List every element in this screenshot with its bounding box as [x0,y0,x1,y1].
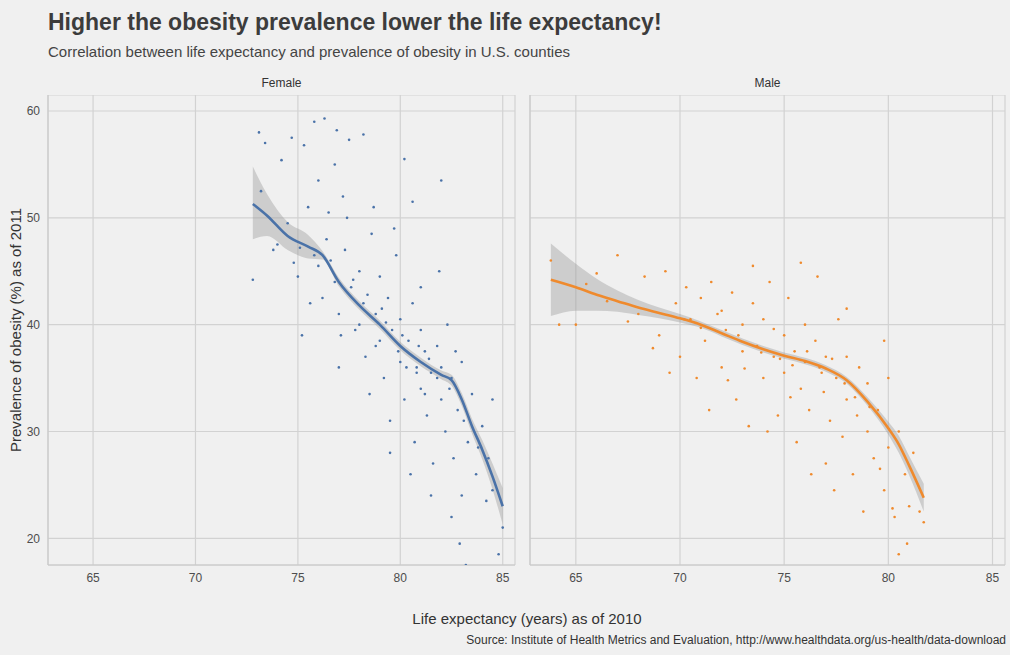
svg-text:75: 75 [291,571,305,585]
html-text:Life expectancy (years) as of: Life expectancy (years) as of 2010 [412,610,642,627]
html-text:Female: Female [261,76,302,90]
html-text:Correlation between life expec: Correlation between life expectancy and … [48,43,570,60]
svg-text:50: 50 [27,211,41,225]
svg-text:70: 70 [673,571,687,585]
svg-text:70: 70 [189,571,203,585]
svg-text:65: 65 [86,571,100,585]
svg-text:60: 60 [27,104,41,118]
svg-text:65: 65 [569,571,583,585]
svg-text:30: 30 [27,425,41,439]
html-text:Source: Institute of Health Me: Source: Institute of Health Metrics and … [466,633,1006,647]
svg-text:40: 40 [27,318,41,332]
svg-text:20: 20 [27,532,41,546]
svg-text:85: 85 [986,571,1000,585]
html-text:Higher the obesity prevalence: Higher the obesity prevalence lower the … [48,9,662,35]
svg-text:85: 85 [496,571,510,585]
svg-text:80: 80 [394,571,408,585]
svg-text:80: 80 [882,571,896,585]
svg-text:75: 75 [777,571,791,585]
html-text:Prevalence of obesity (%) as o: Prevalence of obesity (%) as of 2011 [6,208,24,452]
html-text:Male: Male [754,76,781,90]
